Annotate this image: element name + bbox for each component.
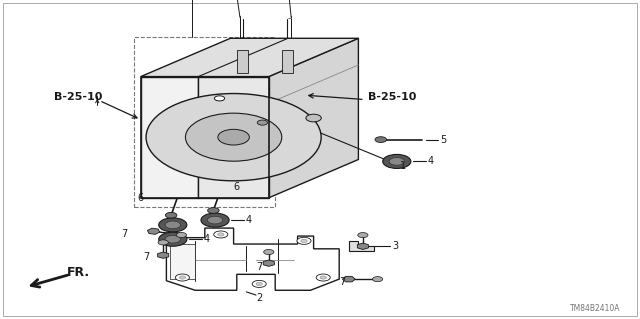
Circle shape bbox=[375, 137, 387, 143]
Text: 3: 3 bbox=[392, 241, 399, 251]
Circle shape bbox=[159, 218, 187, 232]
Bar bbox=[170, 244, 195, 279]
Text: 7: 7 bbox=[122, 228, 128, 239]
Circle shape bbox=[186, 113, 282, 161]
Text: 4: 4 bbox=[428, 156, 434, 167]
Circle shape bbox=[214, 96, 225, 101]
Circle shape bbox=[301, 239, 307, 242]
Bar bbox=[141, 77, 269, 198]
Circle shape bbox=[146, 93, 321, 181]
Polygon shape bbox=[157, 252, 169, 258]
Circle shape bbox=[256, 282, 262, 286]
Text: 6: 6 bbox=[233, 182, 239, 192]
Polygon shape bbox=[141, 38, 358, 77]
Circle shape bbox=[306, 114, 321, 122]
Circle shape bbox=[176, 233, 186, 238]
Circle shape bbox=[207, 208, 219, 213]
Circle shape bbox=[257, 120, 268, 125]
Text: TM84B2410A: TM84B2410A bbox=[570, 304, 621, 313]
Text: B-25-10: B-25-10 bbox=[54, 92, 103, 102]
Circle shape bbox=[207, 216, 223, 224]
Bar bbox=[237, 50, 248, 73]
Circle shape bbox=[159, 232, 187, 246]
Text: 7: 7 bbox=[143, 252, 149, 262]
Text: 2: 2 bbox=[256, 293, 262, 303]
Circle shape bbox=[297, 237, 311, 244]
Circle shape bbox=[316, 274, 330, 281]
Polygon shape bbox=[269, 38, 358, 198]
Bar bbox=[198, 77, 269, 198]
Circle shape bbox=[165, 235, 180, 243]
Circle shape bbox=[158, 240, 168, 245]
Text: 7: 7 bbox=[339, 277, 346, 287]
Bar bbox=[141, 77, 198, 198]
Circle shape bbox=[218, 233, 224, 236]
Text: 4: 4 bbox=[204, 234, 210, 244]
Polygon shape bbox=[357, 243, 369, 249]
Circle shape bbox=[201, 213, 229, 227]
Text: 4: 4 bbox=[246, 215, 252, 225]
Text: 7: 7 bbox=[256, 262, 262, 272]
Circle shape bbox=[175, 274, 189, 281]
Circle shape bbox=[264, 249, 274, 255]
Circle shape bbox=[218, 129, 250, 145]
Polygon shape bbox=[147, 228, 160, 234]
Circle shape bbox=[179, 276, 186, 279]
Bar bbox=[282, 50, 293, 73]
Circle shape bbox=[252, 280, 266, 287]
Circle shape bbox=[389, 158, 404, 165]
Circle shape bbox=[358, 233, 368, 238]
Circle shape bbox=[372, 277, 383, 282]
Circle shape bbox=[383, 154, 411, 168]
Polygon shape bbox=[166, 228, 339, 290]
Circle shape bbox=[165, 221, 180, 229]
Text: 5: 5 bbox=[440, 135, 447, 145]
Text: 6: 6 bbox=[138, 193, 144, 203]
Polygon shape bbox=[263, 260, 275, 266]
Circle shape bbox=[320, 276, 326, 279]
Polygon shape bbox=[349, 241, 374, 251]
Text: 1: 1 bbox=[400, 161, 406, 171]
Polygon shape bbox=[342, 276, 355, 282]
Bar bbox=[134, 37, 275, 207]
Circle shape bbox=[214, 231, 228, 238]
Text: B-25-10: B-25-10 bbox=[368, 92, 417, 102]
Text: FR.: FR. bbox=[67, 266, 90, 279]
Circle shape bbox=[165, 212, 177, 218]
